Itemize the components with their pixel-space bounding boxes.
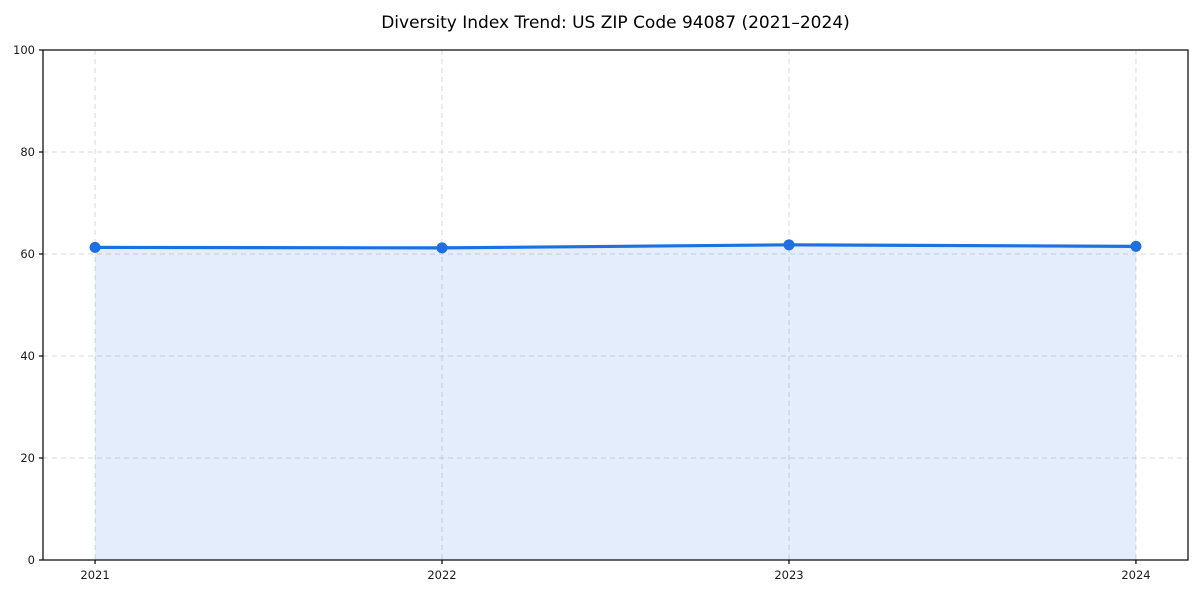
x-tick-label: 2023 (774, 568, 803, 582)
data-point-marker (436, 242, 448, 254)
y-tick-label: 60 (20, 247, 35, 261)
y-tick-label: 20 (20, 451, 35, 465)
y-tick-label: 40 (20, 349, 35, 363)
y-tick-label: 100 (13, 43, 35, 57)
data-point-marker (1130, 240, 1142, 252)
y-tick-label: 80 (20, 145, 35, 159)
x-tick-label: 2022 (427, 568, 456, 582)
x-tick-label: 2021 (80, 568, 109, 582)
trend-line (93, 243, 1138, 250)
plot-border (42, 49, 1189, 561)
chart-title: Diversity Index Trend: US ZIP Code 94087… (381, 13, 850, 33)
y-tick-label: 0 (28, 553, 35, 567)
data-point-marker (783, 239, 795, 251)
x-tick-label: 2024 (1121, 568, 1150, 582)
data-point-marker (89, 241, 101, 253)
area-fill (95, 244, 1136, 560)
